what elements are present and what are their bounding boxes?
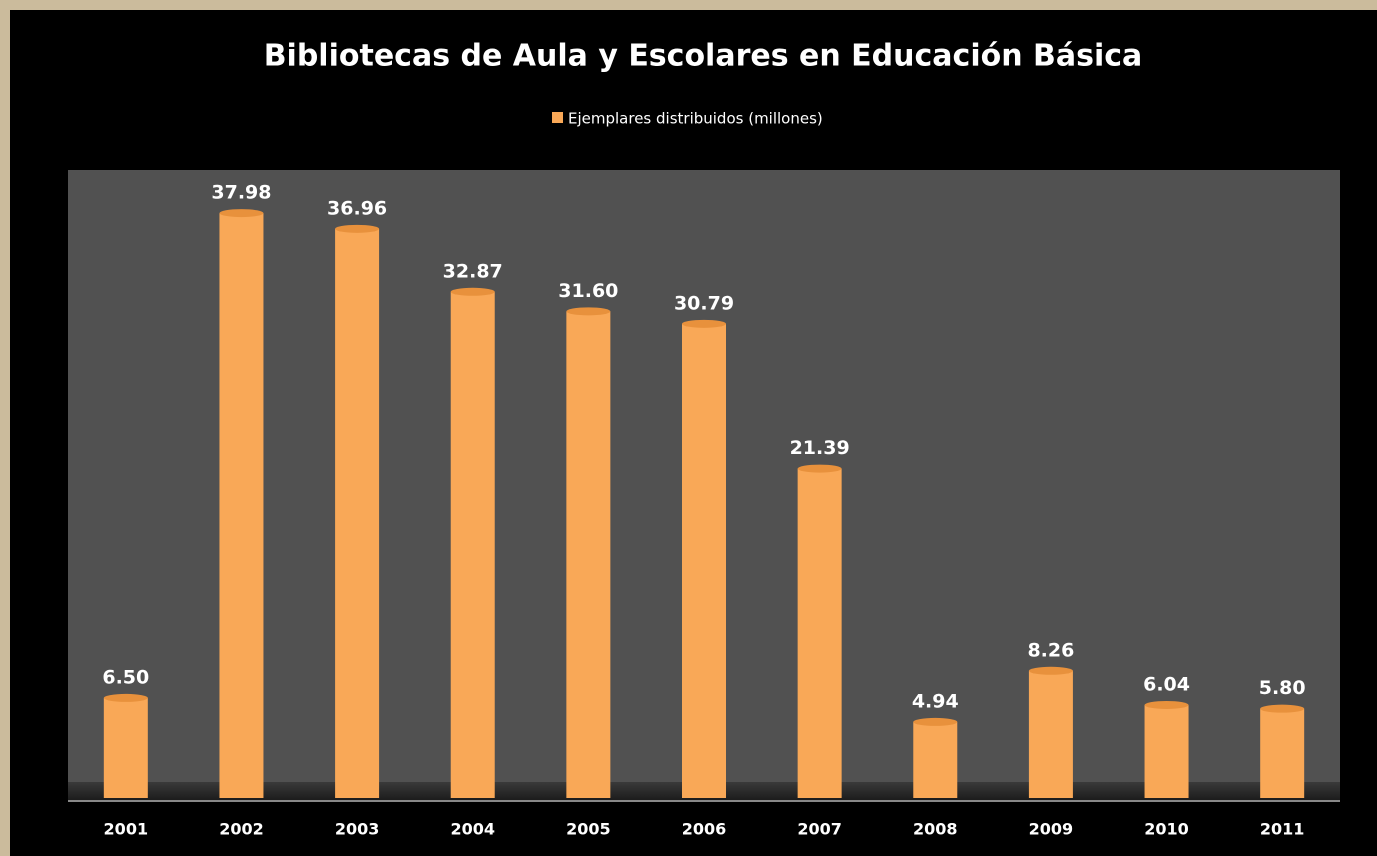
data-label: 31.60 [558, 280, 618, 302]
bar [450, 291, 495, 798]
bar [1260, 708, 1305, 798]
bar-cap [219, 209, 264, 218]
bar [1144, 704, 1189, 798]
bar-cap [682, 319, 726, 328]
bar [566, 311, 611, 798]
legend-label: Ejemplares distribuidos (millones) [568, 110, 823, 128]
x-tick-label: 2009 [1029, 820, 1074, 839]
data-label: 8.26 [1027, 639, 1074, 661]
bar-cap [797, 464, 842, 473]
x-tick-label: 2002 [219, 820, 264, 839]
bar [335, 228, 380, 799]
data-label: 21.39 [790, 437, 850, 459]
data-label: 6.04 [1143, 673, 1190, 695]
data-label: 37.98 [211, 182, 271, 204]
data-label: 36.96 [327, 197, 387, 219]
legend-swatch [552, 112, 563, 123]
bar [797, 468, 842, 798]
x-tick-label: 2005 [566, 820, 611, 839]
chart-title: Bibliotecas de Aula y Escolares en Educa… [264, 39, 1143, 74]
bar-cap [1144, 700, 1189, 709]
x-tick-label: 2004 [450, 820, 495, 839]
data-label: 5.80 [1259, 677, 1306, 699]
data-label: 32.87 [443, 260, 503, 282]
bar-cap [566, 307, 611, 316]
bar-cap [913, 717, 958, 726]
data-label: 6.50 [102, 666, 149, 688]
data-label: 4.94 [912, 690, 959, 712]
bar [913, 721, 958, 798]
x-tick-label: 2003 [335, 820, 380, 839]
x-tick-label: 2008 [913, 820, 958, 839]
x-tick-label: 2007 [797, 820, 842, 839]
bar [103, 697, 148, 798]
bar-cap [1028, 666, 1073, 675]
bar-cap [450, 287, 495, 296]
bar [682, 323, 726, 798]
data-label: 30.79 [674, 292, 734, 314]
bar-cap [103, 693, 148, 702]
bar [219, 213, 264, 798]
x-tick-label: 2006 [682, 820, 727, 839]
bar [1028, 670, 1073, 798]
bar-cap [1260, 704, 1305, 713]
x-tick-label: 2010 [1144, 820, 1189, 839]
x-tick-label: 2001 [104, 820, 149, 839]
bar-cap [335, 224, 380, 233]
x-tick-label: 2011 [1260, 820, 1305, 839]
